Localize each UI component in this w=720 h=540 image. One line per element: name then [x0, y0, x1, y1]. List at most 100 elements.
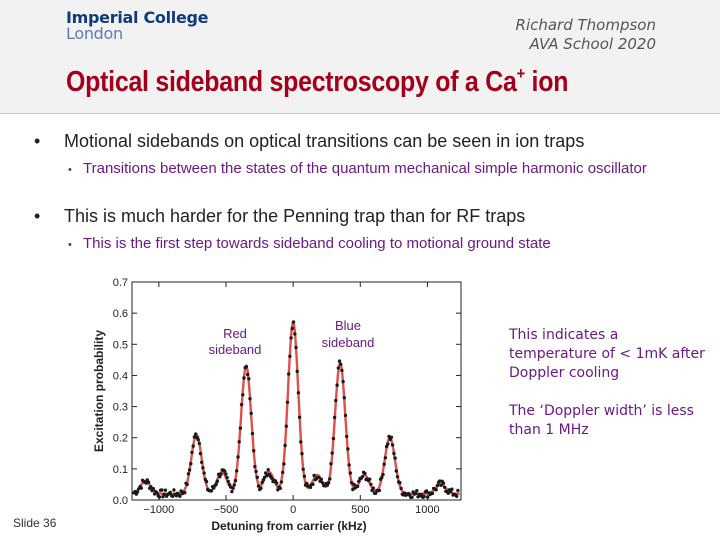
data-point	[334, 398, 338, 403]
data-point	[231, 486, 235, 490]
data-point	[456, 488, 460, 493]
data-point	[339, 362, 343, 366]
data-point	[368, 477, 372, 481]
sideband-spectrum-chart: −1000 −500 0 500 1000 0.0 0.1 0.2 0.3 0.4 0.5 0.6 0.…	[84, 268, 474, 540]
data-point	[343, 413, 348, 418]
y-tick-label: 0.2	[113, 433, 128, 445]
data-point	[183, 491, 187, 495]
data-point	[233, 478, 238, 483]
data-point	[255, 475, 259, 479]
data-point	[294, 345, 298, 350]
data-point	[270, 476, 274, 480]
data-point	[232, 483, 236, 487]
x-tick-label: −1000	[143, 504, 174, 516]
header-bar: Imperial College London Richard Thompson…	[0, 0, 720, 114]
data-point	[236, 455, 240, 459]
data-point	[135, 490, 140, 494]
data-point	[330, 451, 334, 455]
data-point	[248, 397, 252, 401]
title-main: Optical sideband spectroscopy of a Ca	[66, 66, 517, 98]
data-point	[185, 482, 189, 487]
data-point	[389, 435, 394, 439]
data-point	[422, 494, 426, 499]
slide-number: Slide 36	[13, 516, 57, 530]
data-point	[399, 486, 403, 491]
data-point	[225, 475, 229, 480]
data-point	[204, 479, 209, 484]
data-point	[281, 470, 285, 475]
data-point	[340, 368, 344, 373]
data-point	[348, 471, 352, 475]
sub-bullet-dot-icon: •	[68, 164, 72, 176]
data-point	[171, 494, 175, 498]
data-point	[198, 451, 203, 456]
data-point	[355, 484, 360, 489]
data-point	[245, 372, 250, 377]
data-point	[357, 479, 361, 483]
data-point	[299, 440, 303, 444]
data-point	[332, 415, 337, 420]
data-point	[390, 443, 395, 447]
data-point	[430, 491, 435, 496]
title-superscript: +	[516, 64, 526, 83]
data-point	[398, 481, 402, 485]
bullet-text: This is much harder for the Penning trap…	[64, 206, 526, 226]
data-point	[328, 477, 332, 481]
data-point	[279, 480, 284, 484]
data-point	[393, 456, 397, 460]
data-point	[291, 320, 296, 324]
data-point	[377, 488, 382, 493]
data-point	[238, 426, 243, 430]
data-point	[384, 444, 389, 449]
data-point	[215, 479, 220, 483]
data-point	[341, 379, 345, 384]
data-point	[155, 491, 159, 495]
plot-frame	[131, 281, 462, 501]
logo-line1: Imperial College	[66, 8, 209, 27]
data-point	[163, 488, 168, 492]
data-point	[302, 474, 307, 478]
data-point	[351, 487, 355, 492]
data-point	[214, 482, 218, 486]
data-point	[162, 492, 166, 496]
blue-sideband-label-line2: sideband	[322, 335, 375, 350]
data-point	[415, 489, 419, 493]
data-point	[209, 489, 214, 493]
data-point	[439, 483, 443, 487]
data-point	[301, 467, 305, 471]
x-tick-label: −500	[214, 504, 239, 516]
data-point	[300, 452, 304, 456]
data-point	[262, 475, 267, 480]
data-point	[369, 482, 373, 486]
x-tick-label: 1000	[415, 504, 439, 516]
data-point	[395, 475, 400, 479]
data-point	[293, 332, 297, 336]
data-point	[223, 469, 227, 473]
data-point	[197, 441, 201, 446]
data-point	[442, 485, 447, 489]
data-point	[219, 472, 223, 476]
data-point	[335, 383, 339, 387]
bullet-text: Motional sidebands on optical transition…	[64, 131, 585, 151]
y-tick-label: 0.7	[113, 277, 128, 289]
data-point	[308, 485, 313, 490]
data-point	[455, 494, 459, 498]
data-point	[346, 447, 350, 451]
data-point	[200, 460, 204, 464]
author-name: Richard Thompson	[515, 16, 656, 34]
data-point	[283, 443, 287, 448]
y-tick-label: 0.1	[113, 464, 128, 476]
title-end: ion	[524, 66, 569, 98]
data-point	[226, 479, 230, 484]
data-point	[352, 482, 356, 487]
doppler-width-note: The ‘Doppler width’ is less than 1 MHz	[509, 403, 694, 438]
y-tick-label: 0.0	[113, 495, 128, 507]
data-point	[363, 471, 367, 476]
sub-bullet-text: This is the first step towards sideband …	[83, 235, 551, 252]
data-point	[178, 494, 182, 498]
data-point	[374, 491, 378, 495]
data-point	[331, 436, 336, 441]
data-point	[434, 488, 438, 492]
data-point	[420, 492, 424, 497]
data-point	[239, 402, 244, 407]
